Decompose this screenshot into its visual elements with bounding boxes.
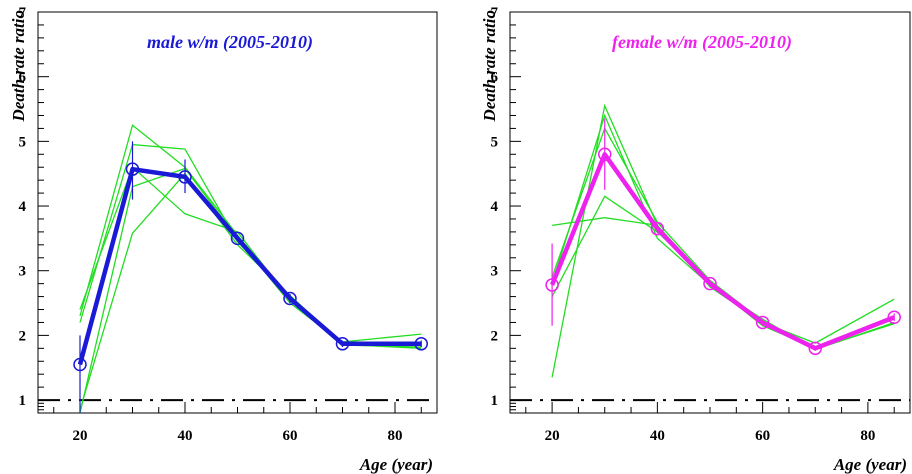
male-thin-series-line	[79, 172, 422, 410]
female-data-point	[808, 341, 823, 356]
male-data-point	[125, 162, 140, 176]
male-main-series-line	[77, 166, 422, 366]
female-chart-panel: female w/m (2005-2010) Age (year) Death …	[480, 5, 911, 474]
male-data-point	[178, 170, 192, 184]
female-x-tick-label: 60	[755, 428, 770, 444]
male-y-tick-label: 1	[19, 393, 27, 409]
female-x-tick-label: 80	[860, 428, 875, 444]
male-x-tick-label: 80	[388, 428, 403, 444]
male-chart-panel: male w/m (2005-2010) Age (year) Death ra…	[9, 5, 438, 474]
male-thin-series-line	[79, 167, 422, 414]
female-chart-title: female w/m (2005-2010)	[612, 32, 792, 53]
male-data-point	[335, 337, 350, 351]
male-data-point	[73, 357, 87, 372]
female-plot-frame	[509, 11, 911, 414]
female-y-tick-label: 4	[491, 199, 499, 215]
male-plot-frame	[37, 11, 438, 414]
female-x-tick-label: 40	[650, 428, 665, 444]
female-data-point	[703, 276, 717, 291]
male-chart-title: male w/m (2005-2010)	[147, 32, 313, 53]
female-y-tick-label: 6	[491, 70, 499, 86]
female-x-tick-label: 20	[545, 428, 560, 444]
female-data-point	[597, 147, 612, 162]
female-y-tick-label: 1	[491, 393, 499, 409]
male-thin-series-line	[79, 124, 422, 343]
female-thin-series-line	[552, 217, 895, 344]
female-data-point	[755, 315, 770, 330]
male-y-tick-label: 5	[19, 134, 27, 150]
female-y-axis-label: Death rate ratio	[480, 10, 499, 122]
male-data-point	[283, 291, 297, 306]
male-data-point	[414, 337, 428, 351]
female-x-axis-label: Age (year)	[833, 455, 907, 474]
male-x-axis-label: Age (year)	[359, 455, 433, 474]
female-y-tick-label: 5	[491, 134, 499, 150]
female-y-tick-label: 2	[491, 328, 499, 344]
female-data-point	[887, 310, 901, 325]
male-y-tick-label: 4	[19, 199, 27, 215]
male-y-axis-label: Death rate ratio	[9, 10, 28, 122]
female-data-point	[545, 278, 559, 292]
female-y-tick-label: 7	[491, 5, 499, 21]
male-y-tick-label: 3	[19, 264, 27, 280]
male-y-tick-label: 2	[19, 328, 27, 344]
male-x-tick-label: 20	[73, 428, 88, 444]
female-main-series-line	[550, 152, 896, 351]
male-x-tick-label: 60	[283, 428, 298, 444]
female-thin-series-line	[551, 195, 895, 348]
male-x-tick-label: 40	[178, 428, 193, 444]
male-y-tick-label: 6	[19, 70, 27, 86]
female-data-point	[650, 221, 665, 236]
female-thin-series-line	[551, 113, 895, 351]
male-y-tick-label: 7	[19, 5, 27, 21]
female-y-tick-label: 3	[491, 264, 499, 280]
male-data-point	[230, 231, 245, 246]
